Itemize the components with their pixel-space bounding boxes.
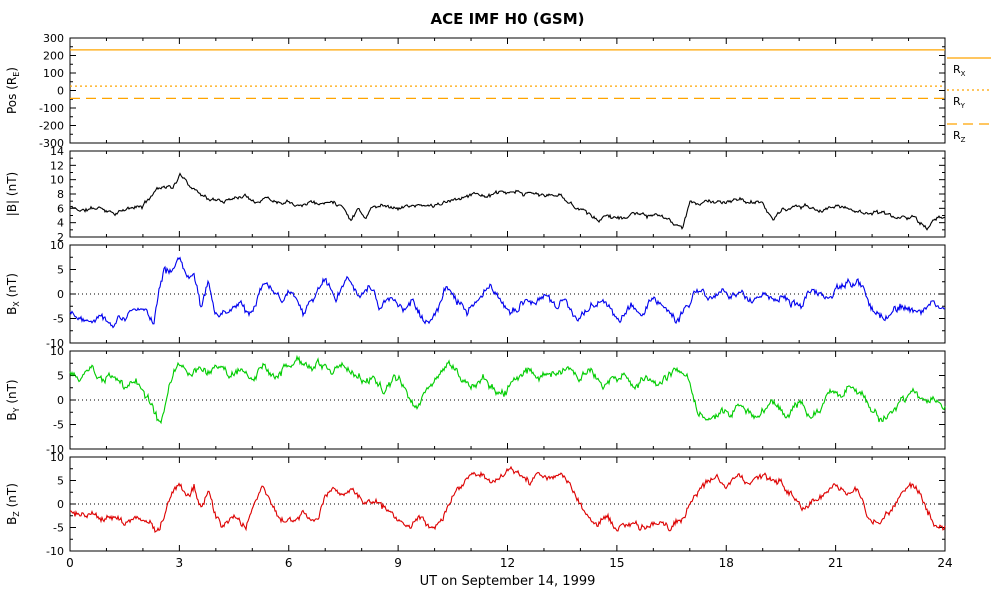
y-tick-label: -10 [46,545,64,558]
y-tick-label: 0 [57,498,64,511]
y-tick-label: 2 [57,231,64,244]
panel-position: 300 200 100 0 -100 -200 -300 Pos (RE) RX RY RZ [5,32,991,150]
y-axis-label-bx: BX (nT) [5,273,21,315]
series-Bx [69,256,946,329]
panel-frame-bmag [69,150,946,238]
y-tick-label: 5 [57,370,64,383]
x-tick-label: 6 [285,556,293,570]
y-axis-label-bmag: |B| (nT) [5,172,19,216]
y-tick-label: 14 [50,145,64,158]
y-tick-label: 300 [43,32,64,45]
y-tick-label: 8 [57,188,64,201]
legend-label: RZ [953,129,966,144]
y-axis-label-bz: BZ (nT) [5,483,21,525]
panel-bx: 10 5 0 -5 -10 BX (nT) [5,239,946,350]
y-tick-label: 0 [57,85,64,98]
x-tick-label: 0 [66,556,74,570]
y-tick-label: 5 [57,264,64,277]
chart-title: ACE IMF H0 (GSM) [430,10,584,28]
y-tick-label: 12 [50,159,64,172]
y-tick-label: -5 [53,313,64,326]
series-By [69,354,946,425]
x-tick-label: 15 [609,556,624,570]
y-tick-label: 5 [57,475,64,488]
y-tick-label: 0 [57,394,64,407]
legend-label: RX [953,63,966,78]
panel-frame-bx [69,244,946,344]
x-tick-label: 9 [394,556,402,570]
legend-entry-2: RZ [947,123,991,144]
y-tick-label: -10 [46,337,64,350]
x-tick-label: 24 [937,556,952,570]
y-tick-label: -5 [53,419,64,432]
y-tick-label: 4 [57,217,64,230]
panel-frame-by [69,350,946,450]
y-tick-label: 6 [57,202,64,215]
y-tick-label: 100 [43,67,64,80]
y-tick-label: 200 [43,50,64,63]
y-tick-label: -100 [39,102,64,115]
legend-entry-0: RX [947,57,991,78]
y-tick-label: -200 [39,120,64,133]
y-tick-label: 10 [50,174,64,187]
x-tick-label: 21 [828,556,843,570]
x-tick-label: 3 [176,556,184,570]
y-axis-label-by: BY (nT) [5,379,21,420]
series-|B| [69,172,946,231]
y-tick-label: -300 [39,137,64,150]
x-tick-label: 18 [719,556,734,570]
y-tick-label: -5 [53,522,64,535]
panel-frame-bz [69,456,946,552]
y-tick-label: 10 [50,239,64,252]
x-tick-label: 12 [500,556,515,570]
panel-by: 10 5 0 -5 -10 BY (nT) [5,345,946,456]
series-Bz [69,465,946,533]
y-axis-label-position: Pos (RE) [5,67,21,114]
y-tick-label: -10 [46,443,64,456]
y-tick-label: 0 [57,288,64,301]
legend-label: RY [953,95,966,110]
y-tick-label: 10 [50,345,64,358]
y-tick-label: 10 [50,451,64,464]
legend-entry-1: RY [947,89,991,110]
panel-frame-position [69,37,946,144]
x-axis-label: UT on September 14, 1999 [420,574,596,589]
